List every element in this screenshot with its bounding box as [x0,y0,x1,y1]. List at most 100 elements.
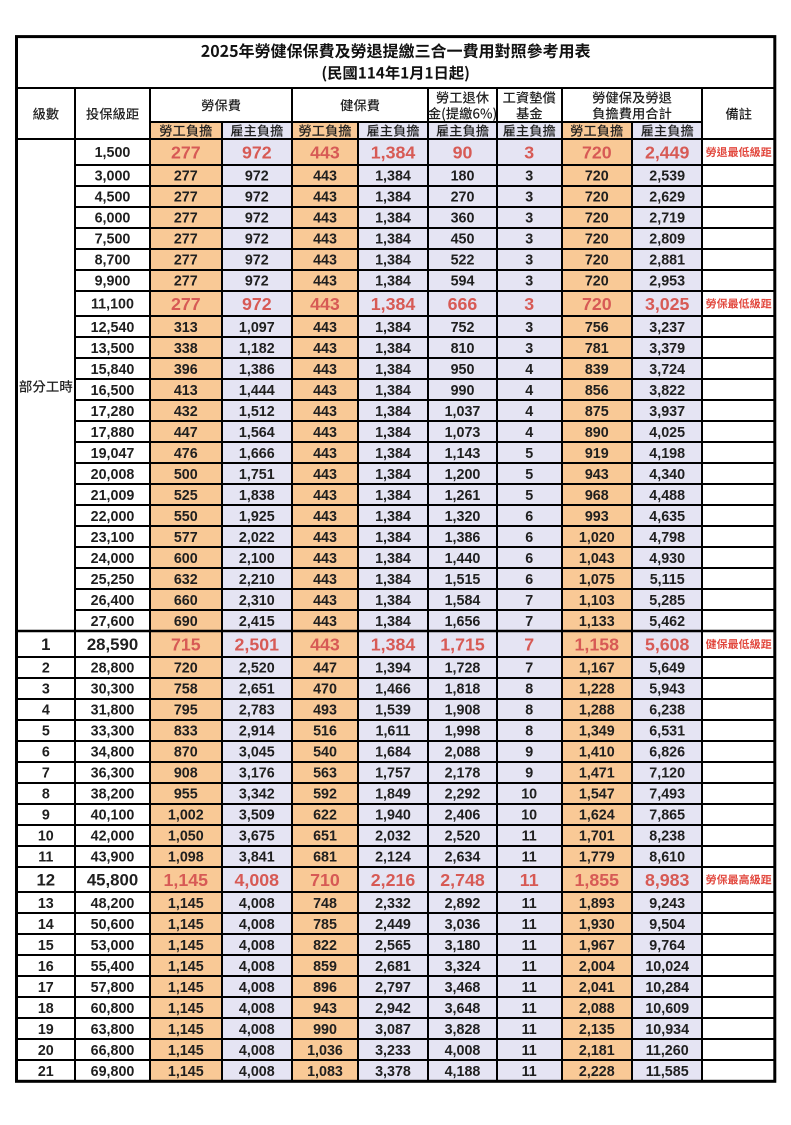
svg-text:2,310: 2,310 [239,593,275,609]
svg-text:21,009: 21,009 [91,488,135,504]
svg-text:1,143: 1,143 [445,446,481,462]
svg-text:2,501: 2,501 [235,635,280,655]
svg-text:2,783: 2,783 [239,702,275,718]
svg-text:2,634: 2,634 [445,849,481,865]
svg-text:28,800: 28,800 [91,660,135,676]
svg-text:4,008: 4,008 [445,1043,481,1059]
svg-text:3,045: 3,045 [239,744,275,760]
svg-text:1,386: 1,386 [239,362,275,378]
svg-text:908: 908 [174,765,198,781]
svg-text:270: 270 [451,189,475,205]
svg-text:6,531: 6,531 [649,723,685,739]
svg-text:2,332: 2,332 [375,896,411,912]
svg-text:3,724: 3,724 [649,362,685,378]
svg-text:3,036: 3,036 [445,917,481,933]
svg-text:2,228: 2,228 [579,1064,615,1080]
svg-text:3: 3 [525,168,533,184]
svg-text:10: 10 [38,828,54,844]
svg-text:6: 6 [525,572,533,588]
svg-text:1,037: 1,037 [445,404,481,420]
svg-text:277: 277 [174,168,198,184]
svg-text:443: 443 [313,383,337,399]
svg-text:1,384: 1,384 [375,488,411,504]
svg-text:4,008: 4,008 [239,917,275,933]
svg-text:3: 3 [525,189,533,205]
svg-text:756: 756 [585,320,609,336]
svg-text:1,050: 1,050 [168,828,204,844]
svg-text:1,002: 1,002 [168,807,204,823]
svg-text:69,800: 69,800 [91,1064,135,1080]
svg-text:15: 15 [38,938,54,954]
svg-text:2,124: 2,124 [375,849,411,865]
svg-text:2,681: 2,681 [375,959,411,975]
svg-text:3: 3 [525,341,533,357]
svg-text:4,008: 4,008 [239,896,275,912]
svg-text:3,841: 3,841 [239,849,275,865]
svg-text:2,942: 2,942 [375,1001,411,1017]
svg-text:1,182: 1,182 [239,341,275,357]
svg-text:1,145: 1,145 [168,959,204,975]
svg-text:7: 7 [524,635,534,655]
svg-text:3,000: 3,000 [95,168,131,184]
svg-text:50,600: 50,600 [91,917,135,933]
svg-text:1,384: 1,384 [375,467,411,483]
svg-text:810: 810 [451,341,475,357]
svg-text:3,828: 3,828 [445,1022,481,1038]
svg-text:1,228: 1,228 [579,681,615,697]
svg-text:443: 443 [313,404,337,420]
svg-text:11: 11 [522,1022,537,1038]
svg-text:1,386: 1,386 [445,530,481,546]
svg-text:715: 715 [171,635,201,655]
svg-text:7,865: 7,865 [649,807,685,823]
svg-text:360: 360 [451,210,475,226]
svg-text:5: 5 [525,467,533,483]
svg-text:720: 720 [585,168,609,184]
svg-text:2,797: 2,797 [375,980,411,996]
svg-text:1,967: 1,967 [579,938,615,954]
svg-text:1,145: 1,145 [168,980,204,996]
svg-text:4,008: 4,008 [239,980,275,996]
svg-text:1,145: 1,145 [164,870,209,890]
svg-text:1,410: 1,410 [579,744,615,760]
svg-text:1,908: 1,908 [445,702,481,718]
svg-text:3,180: 3,180 [445,938,481,954]
svg-text:443: 443 [313,362,337,378]
svg-text:592: 592 [313,786,337,802]
svg-text:3,087: 3,087 [375,1022,411,1038]
svg-text:9: 9 [42,807,50,823]
svg-text:13,500: 13,500 [91,341,135,357]
svg-text:20,008: 20,008 [91,467,135,483]
svg-text:11: 11 [522,917,537,933]
svg-text:3,509: 3,509 [239,807,275,823]
svg-text:2,032: 2,032 [375,828,411,844]
svg-text:2,415: 2,415 [239,614,275,630]
svg-text:34,800: 34,800 [91,744,135,760]
svg-text:1,384: 1,384 [375,530,411,546]
svg-text:31,800: 31,800 [91,702,135,718]
svg-text:785: 785 [313,917,337,933]
svg-text:493: 493 [313,702,337,718]
svg-text:856: 856 [585,383,609,399]
svg-text:1,384: 1,384 [375,425,411,441]
svg-text:8: 8 [42,786,50,802]
svg-text:12: 12 [36,871,55,890]
svg-text:781: 781 [585,341,609,357]
svg-text:833: 833 [174,723,198,739]
svg-text:1,930: 1,930 [579,917,615,933]
svg-text:8,610: 8,610 [649,849,685,865]
svg-text:443: 443 [313,593,337,609]
svg-text:943: 943 [585,467,609,483]
svg-text:16,500: 16,500 [91,383,135,399]
svg-text:1,384: 1,384 [375,509,411,525]
svg-text:11: 11 [522,896,537,912]
svg-text:6,826: 6,826 [649,744,685,760]
svg-text:9,764: 9,764 [649,938,685,954]
svg-text:443: 443 [313,530,337,546]
svg-text:1,471: 1,471 [579,765,615,781]
svg-text:690: 690 [174,614,198,630]
svg-text:11,260: 11,260 [646,1043,689,1059]
svg-text:1,145: 1,145 [168,938,204,954]
svg-text:6: 6 [525,509,533,525]
svg-text:1,512: 1,512 [239,404,275,420]
svg-text:2,100: 2,100 [239,551,275,567]
